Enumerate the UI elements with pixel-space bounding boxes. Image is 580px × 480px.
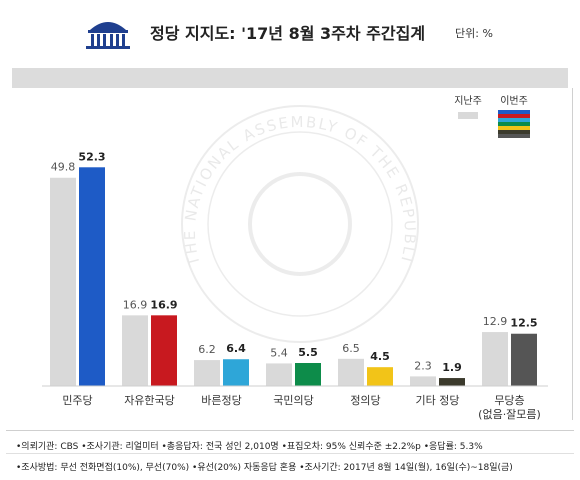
bars-group [42, 167, 548, 387]
bar-previous [194, 360, 220, 386]
legend-swatch-current [498, 134, 530, 138]
unit-label: 단위: % [455, 27, 493, 40]
value-label-previous: 49.8 [51, 161, 76, 174]
legend-swatch-current [498, 130, 530, 134]
category-label: 민주당 [62, 394, 92, 407]
bar-previous [266, 363, 292, 386]
legend-swatch-current [498, 110, 530, 114]
header: 정당 지지도: '17년 8월 3주차 주간집계 단위: % [0, 0, 580, 66]
bar-previous [50, 177, 76, 386]
header-divider [12, 68, 568, 88]
bar-previous [122, 315, 148, 386]
legend: 지난주 이번주 [454, 95, 530, 138]
survey-info: •의뢰기관: CBS •조사기관: 리얼미터 •총응답자: 전국 성인 2,01… [6, 430, 574, 479]
bar-previous [338, 358, 364, 386]
legend-swatch-current [498, 114, 530, 118]
value-label-current: 4.5 [370, 350, 390, 363]
category-label: (없음·잘모름) [478, 408, 541, 420]
legend-label-current: 이번주 [500, 95, 528, 107]
bar-current [511, 333, 537, 386]
value-label-current: 52.3 [78, 150, 105, 163]
category-label: 국민의당 [273, 394, 313, 407]
legend-label-previous: 지난주 [454, 95, 482, 107]
legend-swatch-current [498, 122, 530, 126]
footer-separator [6, 453, 574, 454]
value-label-previous: 6.5 [342, 342, 360, 355]
bar-current [151, 315, 177, 386]
category-label: 기타 정당 [416, 394, 460, 407]
survey-info-line-1: •의뢰기관: CBS •조사기관: 리얼미터 •총응답자: 전국 성인 2,01… [16, 442, 483, 452]
value-label-previous: 16.9 [123, 298, 148, 311]
category-label: 정의당 [350, 394, 380, 407]
value-label-current: 5.5 [298, 346, 318, 359]
legend-swatch-previous [458, 112, 478, 119]
chart-frame: THE NATIONAL ASSEMBLY OF THE REPUBLIC OF… [8, 88, 573, 420]
bar-current [439, 378, 465, 386]
bar-current [223, 359, 249, 386]
legend-swatch-current [498, 126, 530, 130]
labels-group: 49.852.3 민주당 16.9 16.9 자유한국당 6.2 6.4 바른정당 5.4 5.5… [51, 150, 541, 420]
bar-current [367, 367, 393, 386]
value-label-current: 16.9 [150, 298, 177, 311]
page-title: 정당 지지도: '17년 8월 3주차 주간집계 [150, 24, 426, 43]
bar-current [295, 363, 321, 386]
survey-info-line-2: •조사방법: 무선 전화면접(10%), 무선(70%) •유선(20%) 자동… [16, 463, 513, 473]
legend-swatch-current [498, 118, 530, 122]
category-label: 자유한국당 [124, 394, 175, 407]
value-label-current: 6.4 [226, 342, 246, 355]
value-label-previous: 2.3 [414, 359, 432, 372]
bar-chart: THE NATIONAL ASSEMBLY OF THE REPUBLIC OF… [8, 88, 548, 420]
category-label: 무당층 [494, 394, 524, 407]
national-assembly-icon [86, 22, 130, 49]
value-label-current: 1.9 [442, 361, 462, 374]
category-label: 바른정당 [201, 394, 241, 407]
value-label-current: 12.5 [510, 317, 537, 330]
bar-previous [482, 332, 508, 386]
value-label-previous: 12.9 [483, 315, 508, 328]
value-label-previous: 5.4 [270, 346, 288, 359]
bar-previous [410, 376, 436, 386]
value-label-previous: 6.2 [198, 343, 216, 356]
bar-current [79, 167, 105, 386]
